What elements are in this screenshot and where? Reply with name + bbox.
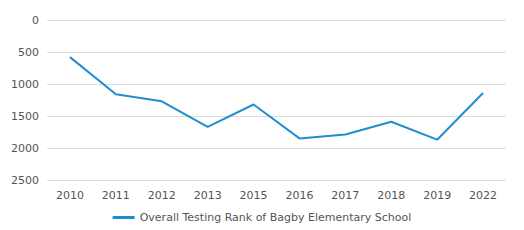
svg-text:2013: 2013 <box>194 189 222 202</box>
svg-text:2022: 2022 <box>469 189 497 202</box>
svg-text:2000: 2000 <box>11 142 39 155</box>
svg-text:2016: 2016 <box>285 189 313 202</box>
svg-text:1000: 1000 <box>11 78 39 91</box>
svg-text:0: 0 <box>32 14 39 27</box>
svg-text:2010: 2010 <box>56 189 84 202</box>
svg-text:Overall Testing Rank of Bagby: Overall Testing Rank of Bagby Elementary… <box>140 211 412 224</box>
svg-text:2015: 2015 <box>240 189 268 202</box>
svg-text:2019: 2019 <box>423 189 451 202</box>
svg-text:2012: 2012 <box>148 189 176 202</box>
svg-text:1500: 1500 <box>11 110 39 123</box>
svg-text:2017: 2017 <box>331 189 359 202</box>
svg-text:500: 500 <box>18 46 39 59</box>
svg-text:2011: 2011 <box>102 189 130 202</box>
svg-text:2018: 2018 <box>377 189 405 202</box>
svg-text:2500: 2500 <box>11 174 39 187</box>
